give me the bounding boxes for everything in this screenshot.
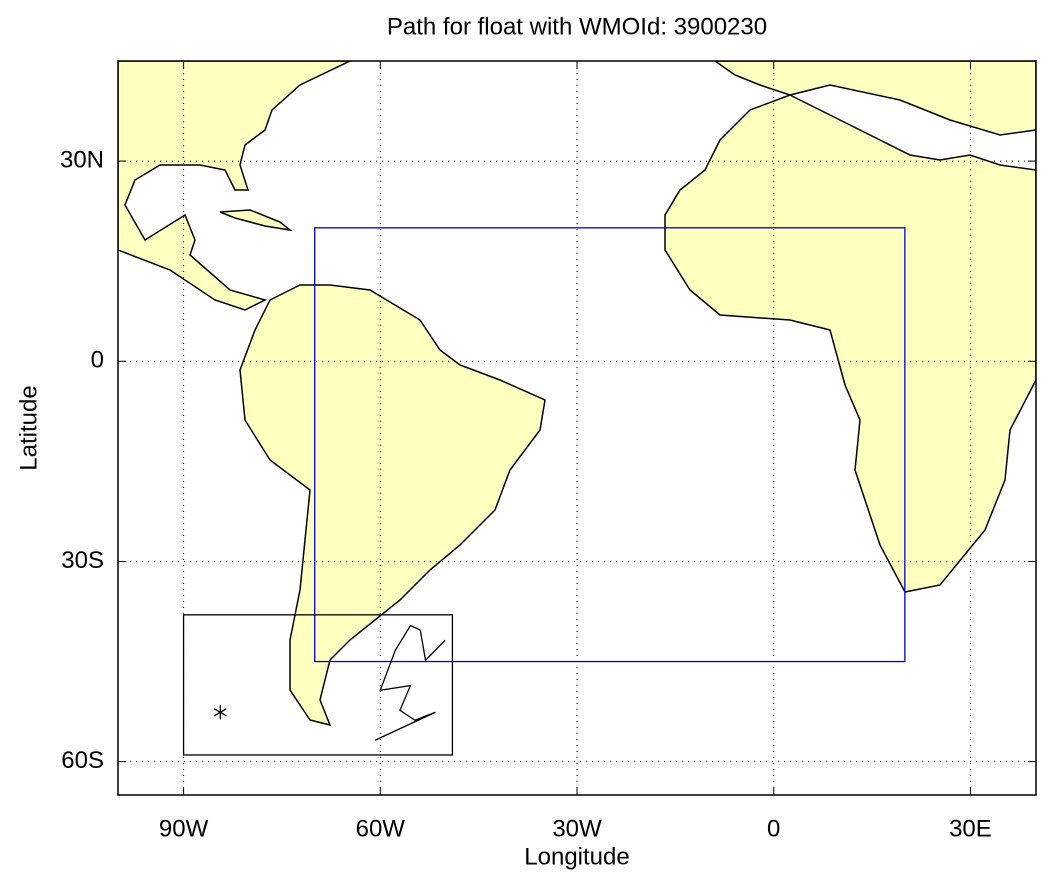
cuba <box>219 209 293 232</box>
x-tick-label: 30W <box>552 815 602 842</box>
marker-stroke <box>213 708 227 717</box>
float-path <box>374 624 446 741</box>
x-axis-label: Longitude <box>524 843 629 870</box>
mediterranean <box>787 84 1036 171</box>
north-america <box>118 61 351 311</box>
y-tick-label: 30S <box>61 547 104 574</box>
plot-frame <box>117 60 1037 796</box>
x-tick-label: 90W <box>159 815 209 842</box>
x-tick-label: 30E <box>949 815 992 842</box>
region-box <box>314 227 906 663</box>
start-marker <box>213 705 227 720</box>
y-tick-label: 60S <box>61 747 104 774</box>
y-tick-label: 30N <box>60 146 104 173</box>
region-box <box>182 614 454 756</box>
x-tick-label: 60W <box>356 815 406 842</box>
y-axis-label: Latitude <box>15 385 42 470</box>
europe-africa <box>664 61 1036 593</box>
chart-title: Path for float with WMOId: 3900230 <box>387 13 767 40</box>
y-tick-label: 0 <box>91 347 104 374</box>
x-tick-label: 0 <box>767 815 780 842</box>
